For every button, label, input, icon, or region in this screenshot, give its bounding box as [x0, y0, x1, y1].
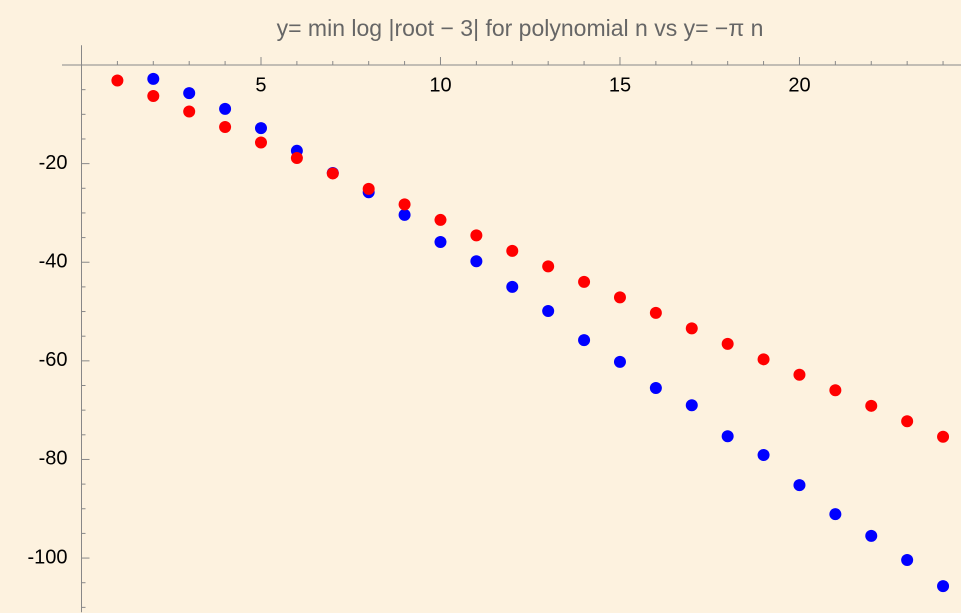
point: [685, 399, 698, 412]
point: [685, 322, 698, 335]
y-tick-label: -40: [39, 251, 68, 273]
point: [578, 275, 591, 288]
point: [219, 120, 232, 133]
point: [254, 136, 267, 149]
y-tick-label: -80: [39, 448, 68, 470]
point: [721, 430, 734, 443]
point: [613, 355, 626, 368]
point: [578, 334, 591, 347]
point: [506, 280, 519, 293]
point: [183, 105, 196, 118]
point: [793, 368, 806, 381]
point: [542, 305, 555, 318]
x-tick-label: 20: [788, 74, 810, 96]
chart-title: y= min log |root − 3| for polynomial n v…: [277, 15, 764, 41]
point: [901, 554, 914, 567]
point: [937, 580, 950, 593]
x-tick-label: 5: [255, 74, 266, 96]
point: [757, 353, 770, 366]
point: [219, 102, 232, 115]
x-tick-label: 10: [429, 74, 451, 96]
point: [398, 198, 411, 211]
point: [290, 151, 303, 164]
point: [829, 384, 842, 397]
point: [542, 260, 555, 273]
point: [937, 430, 950, 443]
y-tick-label: -20: [39, 152, 68, 174]
point: [434, 236, 447, 249]
point: [793, 479, 806, 492]
point: [901, 415, 914, 428]
point: [254, 122, 267, 135]
point: [147, 89, 160, 102]
y-tick-label: -100: [27, 546, 67, 568]
point: [649, 306, 662, 319]
point: [398, 208, 411, 221]
point: [470, 229, 483, 242]
point: [829, 508, 842, 521]
point: [326, 167, 339, 180]
point: [757, 449, 770, 462]
point: [613, 291, 626, 304]
point: [649, 381, 662, 394]
point: [470, 255, 483, 268]
point: [865, 529, 878, 542]
point: [506, 244, 519, 257]
point: [183, 87, 196, 100]
point: [362, 182, 375, 195]
point: [434, 213, 447, 226]
x-tick-label: 15: [609, 74, 631, 96]
point: [721, 337, 734, 350]
point: [865, 399, 878, 412]
point: [111, 74, 124, 87]
point: [147, 72, 160, 85]
y-tick-label: -60: [39, 349, 68, 371]
